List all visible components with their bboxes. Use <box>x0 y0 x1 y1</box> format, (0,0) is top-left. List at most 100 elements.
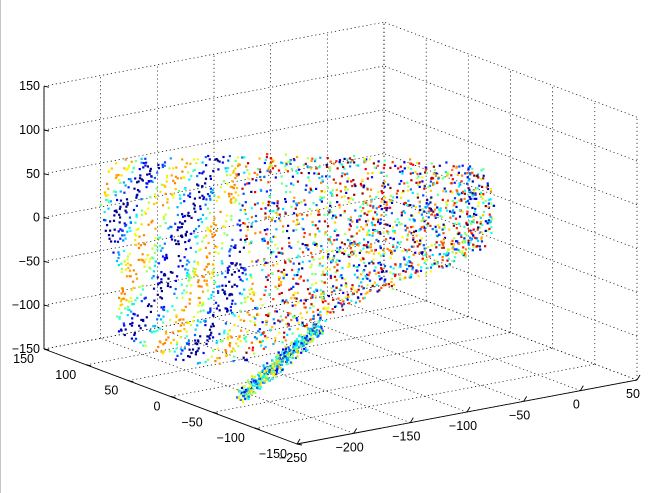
data-point <box>161 163 164 166</box>
data-point <box>351 159 354 162</box>
data-point <box>443 252 446 255</box>
data-point <box>209 307 212 310</box>
data-point <box>459 192 462 195</box>
data-point <box>230 201 233 204</box>
data-point <box>366 177 369 180</box>
x-tick-mark <box>579 385 584 391</box>
data-point <box>395 196 399 199</box>
data-point <box>271 160 274 163</box>
data-point <box>279 370 282 373</box>
data-point <box>133 232 137 236</box>
data-point <box>383 252 386 255</box>
data-point <box>163 341 166 345</box>
data-point <box>208 328 212 331</box>
data-point <box>370 200 373 203</box>
data-point <box>474 193 477 196</box>
data-point <box>446 199 450 202</box>
data-point <box>441 228 444 231</box>
data-point <box>304 162 307 165</box>
data-point <box>144 296 147 299</box>
data-point <box>243 288 246 291</box>
data-point <box>377 160 380 163</box>
data-point <box>262 376 265 379</box>
data-point <box>274 367 277 370</box>
data-point <box>335 188 338 191</box>
data-point <box>261 239 264 242</box>
data-point <box>176 206 179 209</box>
data-point <box>161 255 165 258</box>
data-point <box>140 223 143 226</box>
data-point <box>481 197 484 200</box>
data-point <box>347 295 350 298</box>
data-point <box>262 364 265 367</box>
data-point <box>380 263 383 266</box>
data-point <box>122 181 125 184</box>
data-point <box>452 165 455 168</box>
data-point <box>424 171 427 174</box>
data-point <box>311 220 314 224</box>
data-point <box>453 248 456 251</box>
data-point <box>331 217 334 220</box>
data-point <box>428 207 431 210</box>
data-point <box>356 226 359 229</box>
data-point <box>320 245 323 248</box>
data-point <box>257 330 260 333</box>
data-point <box>251 291 254 294</box>
data-point <box>346 188 349 191</box>
data-point <box>131 303 134 306</box>
data-point <box>370 260 373 263</box>
data-point <box>118 307 121 310</box>
data-point <box>212 325 215 328</box>
data-point <box>261 339 264 343</box>
data-point <box>362 228 365 231</box>
data-point <box>175 242 178 246</box>
data-point <box>266 362 269 365</box>
data-point <box>321 179 324 182</box>
data-point <box>465 221 468 224</box>
data-point <box>160 297 164 300</box>
data-point <box>277 207 280 210</box>
data-point <box>137 228 140 231</box>
data-point <box>115 173 118 177</box>
data-point <box>193 230 196 233</box>
data-point <box>137 180 140 183</box>
data-point <box>468 178 471 181</box>
data-point <box>294 356 297 360</box>
data-point <box>206 263 210 266</box>
data-point <box>341 251 344 254</box>
data-point <box>105 194 108 197</box>
z-tick-label: 100 <box>19 123 40 137</box>
data-point <box>374 272 378 275</box>
data-point <box>430 196 433 199</box>
data-point <box>294 304 297 307</box>
data-point <box>338 159 342 162</box>
data-point <box>363 184 366 187</box>
data-point <box>381 184 384 187</box>
data-point <box>254 214 258 218</box>
data-point <box>394 263 397 266</box>
data-point <box>275 310 278 313</box>
grid-line <box>157 327 411 423</box>
data-point <box>274 285 277 288</box>
data-point <box>259 298 262 301</box>
data-point <box>207 297 210 300</box>
data-point <box>174 222 177 225</box>
data-point <box>244 297 247 300</box>
data-point <box>334 271 337 274</box>
data-point <box>121 287 124 290</box>
data-point <box>250 375 253 378</box>
data-point <box>134 239 137 242</box>
data-point <box>424 168 427 172</box>
data-point <box>123 333 126 337</box>
data-point <box>378 278 382 281</box>
data-point <box>364 276 367 279</box>
data-point <box>480 240 484 243</box>
data-point <box>434 260 437 263</box>
data-point <box>211 273 215 276</box>
data-point <box>145 316 148 319</box>
data-point <box>134 243 137 247</box>
data-point <box>229 185 232 188</box>
data-point <box>190 232 193 235</box>
data-point <box>226 297 229 300</box>
data-point <box>180 234 183 237</box>
